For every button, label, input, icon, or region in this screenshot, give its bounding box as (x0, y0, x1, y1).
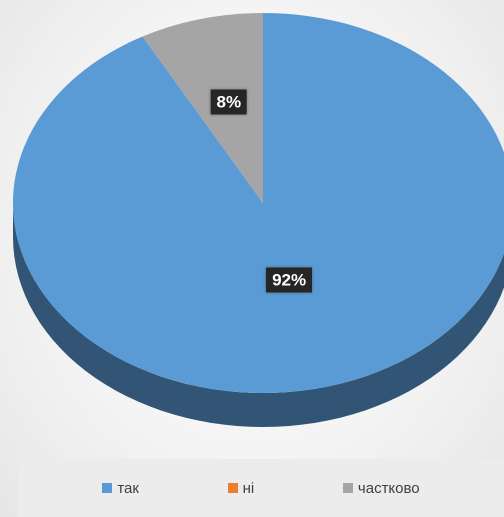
legend-swatch-chastkovo (342, 483, 353, 493)
legend-item-tak: так (102, 480, 139, 497)
legend-label-tak: так (117, 479, 139, 497)
pie-slice-2 (142, 13, 263, 203)
legend-item-ni: ні (227, 479, 255, 497)
legend-swatch-tak (102, 483, 113, 493)
legend-label-ni: ні (242, 479, 255, 497)
pie-slice-0 (13, 13, 504, 393)
chart-legend: так ні частково (18, 459, 504, 517)
legend-item-chastkovo: частково (342, 479, 420, 497)
pie-slice-side-0 (13, 203, 504, 427)
pie-chart-svg (13, 13, 504, 427)
legend-swatch-ni (227, 483, 238, 493)
pie-chart: 92% 8% (13, 13, 504, 427)
legend-label-chastkovo: частково (357, 479, 420, 497)
data-label-2: 8% (210, 89, 248, 115)
data-label-0: 92% (266, 267, 313, 293)
